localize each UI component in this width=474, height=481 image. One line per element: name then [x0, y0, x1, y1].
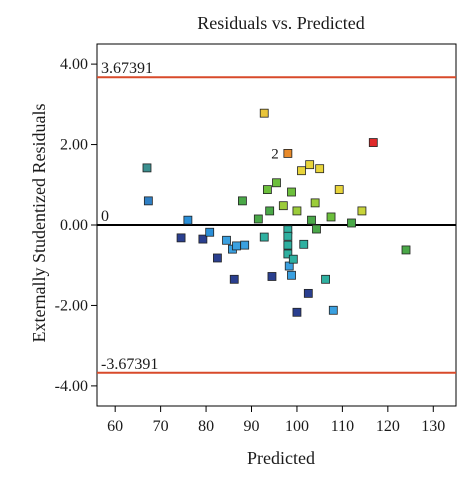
data-point — [288, 254, 298, 264]
data-point — [143, 196, 153, 206]
data-point — [283, 231, 293, 241]
data-point — [283, 240, 293, 250]
point-annotations: 2 — [271, 146, 279, 162]
data-point — [198, 234, 208, 244]
x-tick-label: 70 — [153, 418, 169, 435]
data-point — [287, 187, 296, 197]
data-point — [347, 218, 356, 228]
y-tick-label: 2.00 — [60, 137, 88, 154]
data-point — [176, 233, 186, 243]
data-point — [272, 178, 281, 188]
data-point — [229, 274, 239, 284]
data-point — [278, 201, 288, 211]
x-tick-label: 100 — [285, 418, 309, 435]
reference-line-label: 0 — [101, 208, 109, 225]
data-point — [213, 253, 222, 263]
data-point — [283, 149, 293, 158]
data-point — [328, 305, 338, 315]
x-tick-label: 80 — [198, 418, 214, 435]
data-point — [267, 272, 277, 281]
x-tick-label: 90 — [244, 418, 260, 435]
y-tick-label: -2.00 — [55, 297, 88, 314]
y-axis-ticks: -4.00 -2.00 0.00 2.00 4.00 — [55, 56, 97, 395]
data-point — [259, 232, 269, 242]
data-point — [401, 245, 411, 255]
data-point — [305, 160, 315, 170]
data-point — [287, 270, 296, 280]
data-point — [205, 227, 215, 237]
data-point — [368, 138, 378, 147]
data-point — [240, 240, 250, 250]
data-point — [183, 215, 193, 225]
x-tick-label: 110 — [331, 418, 354, 435]
data-point — [238, 196, 247, 206]
data-point — [292, 307, 302, 317]
data-point — [259, 108, 269, 118]
data-point — [303, 288, 313, 298]
y-tick-label: 4.00 — [60, 56, 88, 73]
data-point — [222, 235, 231, 245]
data-point — [263, 185, 272, 195]
y-tick-label: -4.00 — [55, 378, 88, 395]
data-point — [321, 274, 330, 284]
data-point — [297, 166, 306, 176]
data-point — [312, 224, 321, 234]
data-point — [357, 206, 367, 216]
y-tick-label: 0.00 — [60, 217, 88, 234]
data-point — [310, 198, 320, 208]
data-points — [142, 108, 411, 317]
reference-lines — [97, 76, 456, 374]
point-label: 2 — [271, 146, 279, 162]
x-axis-label: Predicted — [247, 448, 315, 468]
x-tick-label: 120 — [376, 418, 400, 435]
data-point — [142, 163, 152, 173]
x-tick-label: 130 — [421, 418, 445, 435]
data-point — [334, 185, 344, 195]
reference-line-label: -3.67391 — [101, 356, 158, 373]
y-axis-label: Externally Studentized Residuals — [29, 104, 49, 343]
chart-title: Residuals vs. Predicted — [197, 13, 364, 33]
data-point — [326, 212, 336, 222]
data-point — [253, 214, 263, 224]
reference-line-label: 3.67391 — [101, 60, 153, 77]
x-tick-label: 60 — [107, 418, 123, 435]
x-axis-ticks: 60 70 80 90 100 110 120 130 — [107, 406, 445, 435]
data-point — [283, 249, 293, 259]
data-point — [299, 239, 309, 249]
data-point — [292, 206, 302, 216]
data-point — [265, 206, 275, 216]
data-point — [315, 164, 325, 174]
data-point — [307, 215, 316, 225]
data-point — [232, 241, 241, 251]
reference-labels: 3.67391 0 -3.67391 — [101, 60, 158, 373]
